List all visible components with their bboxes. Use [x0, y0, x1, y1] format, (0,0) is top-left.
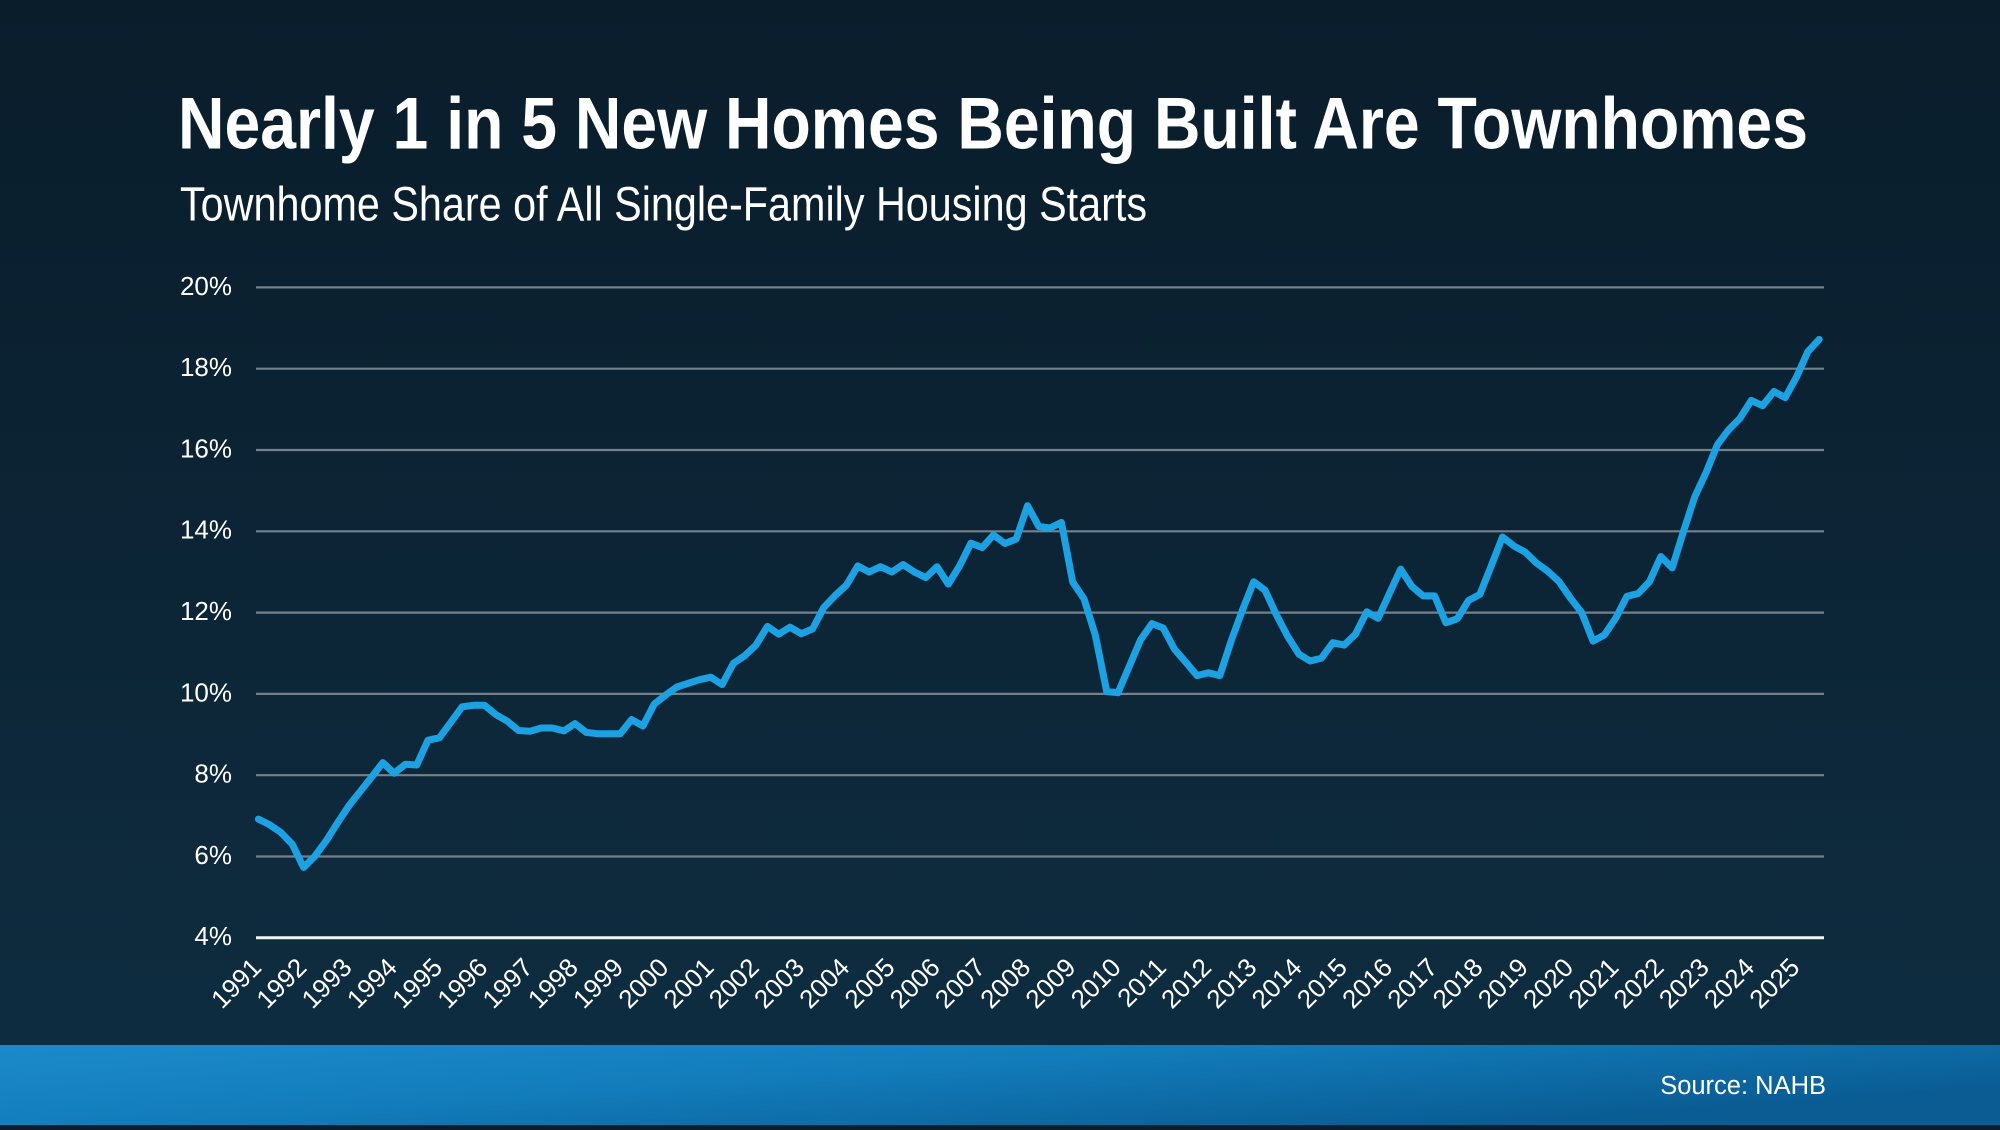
svg-text:Nearly 1 in 5 New Homes Being: Nearly 1 in 5 New Homes Being Built Are …	[178, 84, 1808, 165]
svg-text:8%: 8%	[194, 759, 232, 789]
svg-text:Townhome Share of All Single-F: Townhome Share of All Single-Family Hous…	[180, 179, 1147, 232]
svg-text:18%: 18%	[180, 352, 232, 382]
svg-text:12%: 12%	[180, 596, 232, 626]
svg-text:10%: 10%	[180, 677, 232, 707]
svg-text:16%: 16%	[180, 433, 232, 463]
svg-text:4%: 4%	[194, 921, 232, 951]
svg-text:20%: 20%	[180, 271, 232, 301]
svg-text:6%: 6%	[194, 840, 232, 870]
svg-text:Source: NAHB: Source: NAHB	[1660, 1072, 1826, 1100]
svg-text:14%: 14%	[180, 515, 232, 545]
